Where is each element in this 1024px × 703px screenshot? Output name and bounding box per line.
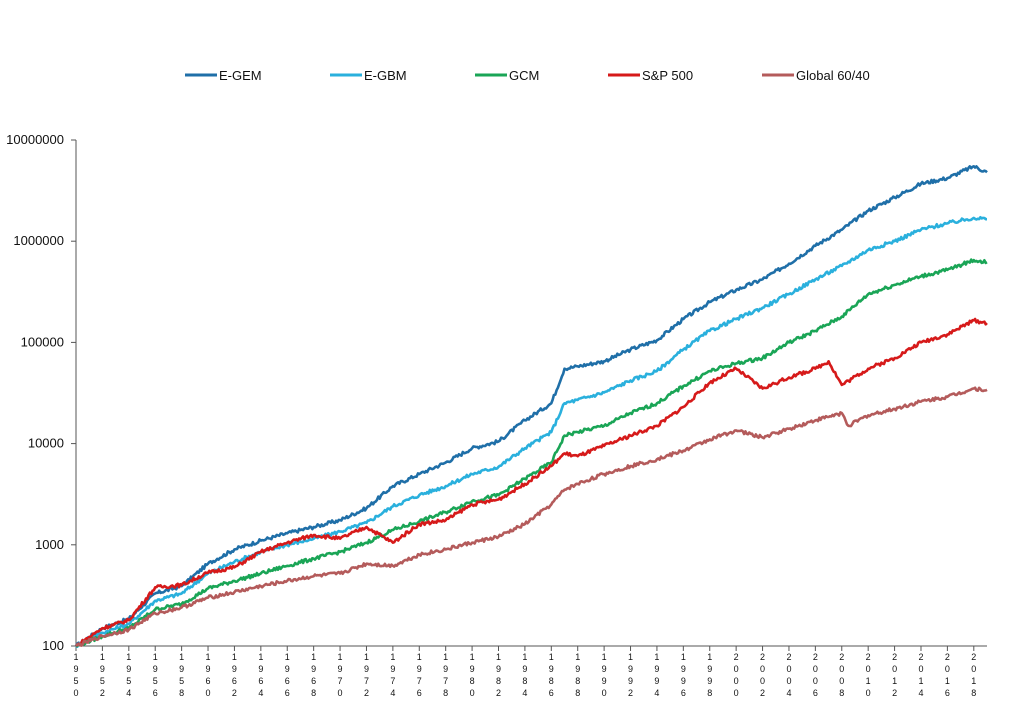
series-lines	[74, 165, 988, 648]
series-line-e-gbm	[75, 216, 987, 648]
y-tick-label: 100	[42, 638, 64, 653]
legend-label: GCM	[509, 68, 539, 83]
y-tick-label: 10000	[28, 436, 64, 451]
series-line-global-60-40	[74, 386, 988, 647]
series-line-s-p-500	[75, 317, 988, 647]
legend-label: E-GBM	[364, 68, 407, 83]
y-tick-label: 100000	[21, 334, 64, 349]
y-tick-label: 1000000	[13, 233, 64, 248]
y-tick-label: 1000	[35, 537, 64, 552]
series-line-e-gem	[74, 165, 988, 647]
legend-label: S&P 500	[642, 68, 693, 83]
legend: E-GEM E-GBM GCM S&P 500 Global 60/40	[185, 68, 870, 83]
series-line-gcm	[76, 258, 988, 648]
y-axis-ticks: 100 1000 10000 100000 1000000 10000000	[6, 132, 76, 653]
y-tick-label: 10000000	[6, 132, 64, 147]
axes	[75, 140, 987, 647]
legend-label: E-GEM	[219, 68, 262, 83]
legend-label: Global 60/40	[796, 68, 870, 83]
x-axis-ticks: 1 9 5 0 1 9 5 2 1 9 5 4 1 9 5 6 1 9 5 8 1 9 6 0 1 9 6 2 1 9 6 4 1 9 6 6 1 9 6 8…	[73, 646, 976, 698]
